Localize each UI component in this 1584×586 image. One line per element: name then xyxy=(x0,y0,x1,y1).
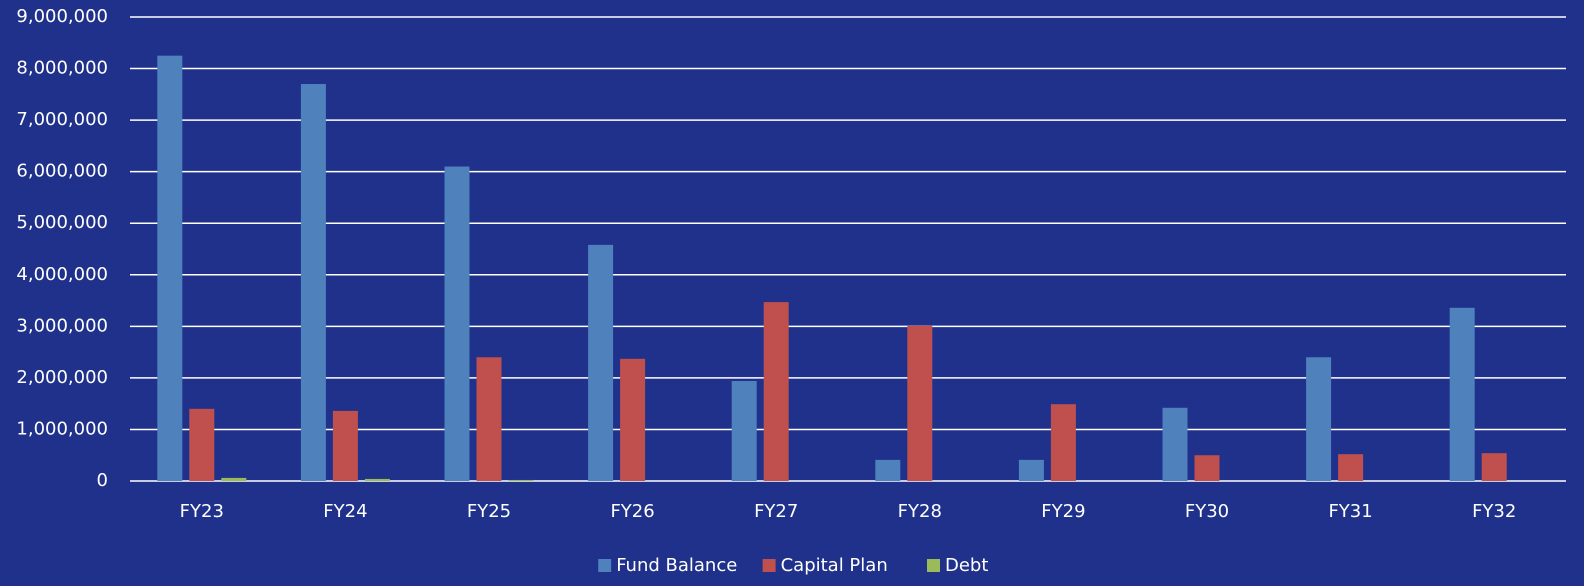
bar xyxy=(1306,357,1332,481)
bar xyxy=(221,477,247,481)
y-tick-label: 8,000,000 xyxy=(16,58,108,79)
bar xyxy=(332,410,358,481)
bar xyxy=(1481,453,1507,481)
x-tick-label: FY31 xyxy=(1328,501,1372,522)
y-tick-label: 5,000,000 xyxy=(16,212,108,233)
x-tick-label: FY32 xyxy=(1472,501,1516,522)
x-tick-label: FY24 xyxy=(323,501,367,522)
bar xyxy=(1338,454,1364,481)
x-tick-label: FY27 xyxy=(754,501,798,522)
y-tick-label: 3,000,000 xyxy=(16,315,108,336)
legend-swatch xyxy=(762,559,776,572)
legend-label: Capital Plan xyxy=(781,555,888,576)
legend-label: Debt xyxy=(945,555,988,576)
x-tick-label: FY23 xyxy=(180,501,224,522)
legend-label: Fund Balance xyxy=(616,555,737,576)
bar xyxy=(620,358,646,481)
x-tick-label: FY26 xyxy=(610,501,654,522)
bar xyxy=(875,459,901,481)
bar xyxy=(1194,455,1220,481)
y-tick-label: 7,000,000 xyxy=(16,109,108,130)
bar xyxy=(1162,407,1188,481)
y-tick-label: 1,000,000 xyxy=(16,418,108,439)
legend-swatch xyxy=(598,559,612,572)
x-tick-label: FY29 xyxy=(1041,501,1085,522)
bar xyxy=(588,244,614,481)
bar xyxy=(364,478,390,481)
bar xyxy=(763,302,789,481)
bar xyxy=(300,84,326,482)
y-tick-label: 6,000,000 xyxy=(16,161,108,182)
bar xyxy=(731,380,757,481)
y-tick-label: 9,000,000 xyxy=(16,6,108,27)
bar xyxy=(157,55,183,482)
x-tick-label: FY30 xyxy=(1185,501,1229,522)
legend-swatch xyxy=(927,559,940,572)
bar xyxy=(1018,459,1044,481)
bar xyxy=(508,479,534,481)
bar xyxy=(907,325,933,481)
x-tick-label: FY28 xyxy=(898,501,942,522)
bar xyxy=(444,166,470,481)
y-tick-label: 0 xyxy=(97,470,108,491)
bar xyxy=(189,408,215,481)
bar xyxy=(476,357,502,481)
bar xyxy=(1050,404,1076,481)
bar xyxy=(1449,307,1475,481)
x-tick-label: FY25 xyxy=(467,501,511,522)
y-tick-label: 4,000,000 xyxy=(16,264,108,285)
y-tick-label: 2,000,000 xyxy=(16,367,108,388)
